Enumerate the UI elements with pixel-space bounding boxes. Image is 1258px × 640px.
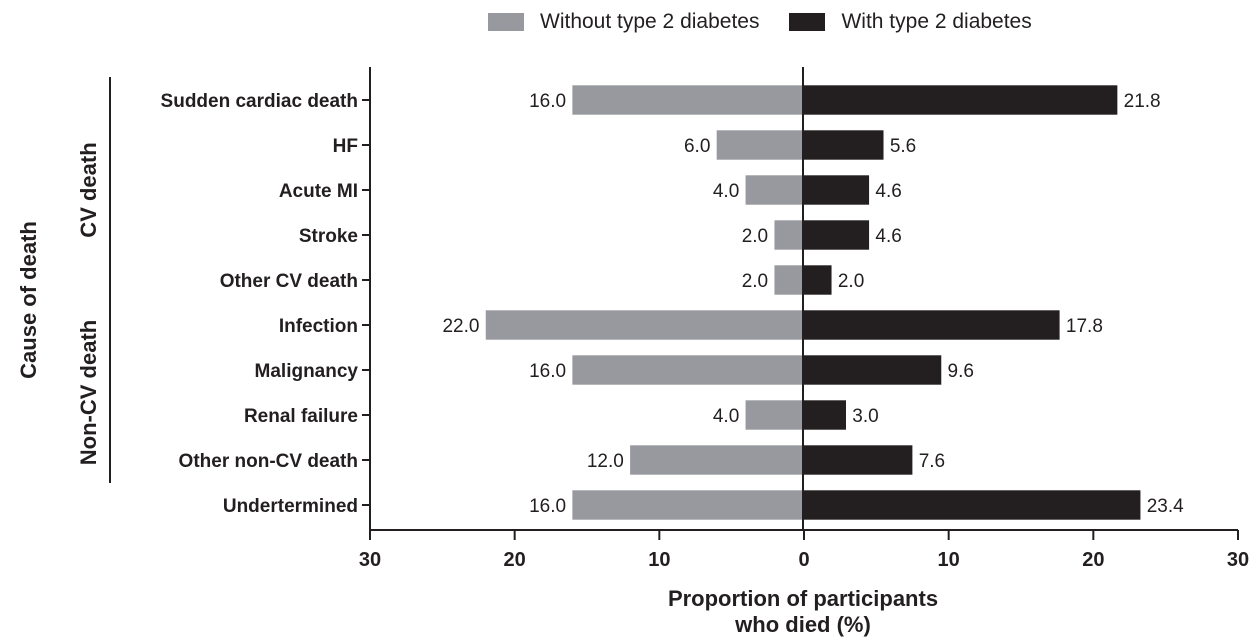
x-tick-label: 10 — [648, 549, 670, 571]
data-label-with-t2d: 21.8 — [1124, 91, 1161, 112]
legend-swatch-with-t2d — [789, 13, 826, 31]
data-label-without-t2d: 6.0 — [684, 136, 710, 157]
bar-with-t2d — [802, 174, 870, 206]
category-label: Stroke — [299, 226, 358, 247]
category-label: Malignancy — [255, 361, 359, 382]
data-label-with-t2d: 9.6 — [948, 361, 974, 382]
data-label-without-t2d: 16.0 — [529, 496, 566, 517]
legend-label-without-t2d: Without type 2 diabetes — [540, 10, 760, 33]
bar-without-t2d — [485, 309, 804, 341]
bar-with-t2d — [802, 489, 1142, 521]
legend-swatch-without-t2d — [488, 13, 524, 31]
data-label-without-t2d: 4.0 — [713, 406, 739, 427]
legend: Without type 2 diabetes With type 2 diab… — [488, 6, 1062, 38]
bar-with-t2d — [802, 354, 942, 386]
x-axis-title-line-2: who died (%) — [734, 612, 871, 637]
bar-with-t2d — [802, 309, 1061, 341]
category-label: Sudden cardiac death — [161, 91, 358, 112]
category-label: Acute MI — [279, 181, 358, 202]
data-label-without-t2d: 12.0 — [587, 451, 624, 472]
bar-with-t2d — [802, 444, 913, 476]
data-label-with-t2d: 23.4 — [1147, 496, 1184, 517]
data-label-without-t2d: 2.0 — [742, 226, 768, 247]
group-label-non-cv-death: Non-CV death — [76, 320, 101, 465]
bar-without-t2d — [773, 219, 804, 251]
category-label: Renal failure — [244, 406, 358, 427]
data-label-with-t2d: 5.6 — [890, 136, 916, 157]
data-label-with-t2d: 3.0 — [852, 406, 878, 427]
legend-item-without-t2d: Without type 2 diabetes — [488, 10, 759, 34]
data-label-without-t2d: 22.0 — [442, 316, 479, 337]
group-label-cv-death: CV death — [76, 142, 101, 237]
category-label: Infection — [279, 316, 358, 337]
y-axis-title: Cause of death — [16, 221, 41, 379]
data-label-without-t2d: 16.0 — [529, 91, 566, 112]
data-label-without-t2d: 16.0 — [529, 361, 566, 382]
data-label-without-t2d: 2.0 — [742, 271, 768, 292]
data-label-with-t2d: 7.6 — [919, 451, 945, 472]
x-tick-label: 20 — [1082, 549, 1104, 571]
bar-without-t2d — [571, 489, 804, 521]
category-label: HF — [333, 136, 358, 157]
bar-with-t2d — [802, 399, 847, 431]
bar-with-t2d — [802, 84, 1118, 116]
x-tick-label: 30 — [359, 549, 381, 571]
x-tick-label: 10 — [938, 549, 960, 571]
bar-without-t2d — [773, 264, 804, 296]
bar-without-t2d — [716, 129, 804, 161]
legend-label-with-t2d: With type 2 diabetes — [841, 10, 1032, 33]
data-label-with-t2d: 17.8 — [1066, 316, 1103, 337]
bar-without-t2d — [571, 84, 804, 116]
bar-without-t2d — [744, 399, 804, 431]
bar-with-t2d — [802, 219, 870, 251]
bar-without-t2d — [744, 174, 804, 206]
x-tick-label: 20 — [504, 549, 526, 571]
data-label-without-t2d: 4.0 — [713, 181, 739, 202]
bar-with-t2d — [802, 264, 833, 296]
x-tick-label: 30 — [1227, 549, 1249, 571]
x-axis-title-line-1: Proportion of participants — [668, 586, 938, 611]
data-label-with-t2d: 2.0 — [838, 271, 864, 292]
legend-item-with-t2d: With type 2 diabetes — [789, 10, 1032, 34]
bar-with-t2d — [802, 129, 885, 161]
x-tick-label: 0 — [798, 549, 809, 571]
category-label: Undertermined — [223, 496, 358, 517]
data-label-with-t2d: 4.6 — [875, 226, 901, 247]
category-label: Other non-CV death — [179, 451, 358, 472]
data-label-with-t2d: 4.6 — [875, 181, 901, 202]
category-label: Other CV death — [220, 271, 358, 292]
bar-without-t2d — [571, 354, 804, 386]
bar-without-t2d — [629, 444, 804, 476]
